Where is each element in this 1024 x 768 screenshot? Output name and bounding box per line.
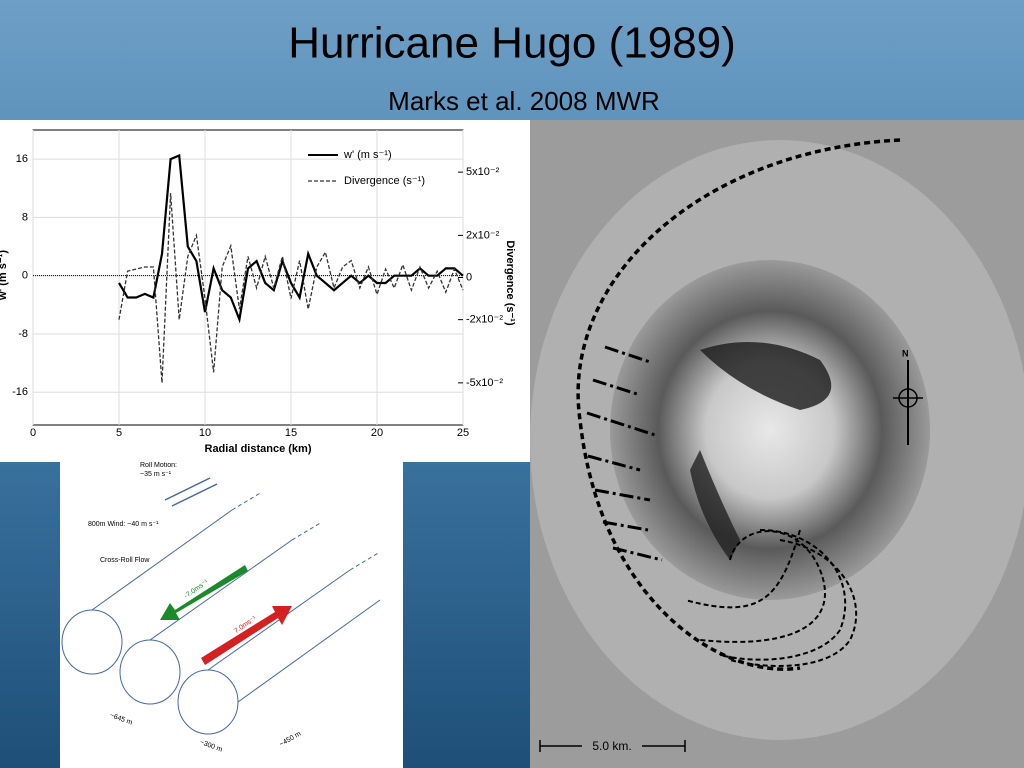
y2-tick-label: -5x10⁻² — [466, 377, 503, 389]
x-tick-label: 5 — [116, 427, 122, 439]
roll-diagram: Roll Motion: ~35 m s⁻¹ 800m Wind: ~40 m … — [60, 462, 403, 768]
roll-motion-label: Roll Motion: — [140, 462, 177, 469]
y-tick-label: -8 — [18, 328, 28, 340]
y2-axis-label: Divergence (s⁻¹) — [504, 240, 516, 326]
y-tick-label: -16 — [12, 386, 28, 398]
hurricane-photo: N 5.0 km. — [530, 120, 1024, 768]
legend-label: w' (m s⁻¹) — [343, 149, 392, 161]
x-tick-label: 25 — [457, 427, 469, 439]
x-tick-label: 15 — [285, 427, 297, 439]
north-label: N — [902, 348, 909, 358]
y-axis-label: w' (m s⁻¹) — [0, 250, 9, 301]
roll-speed-label: ~35 m s⁻¹ — [140, 471, 172, 478]
data-line — [118, 153, 464, 324]
scale-label: 5.0 km. — [592, 739, 631, 753]
x-tick-label: 10 — [199, 427, 211, 439]
x-axis-label: Radial distance (km) — [205, 443, 312, 455]
y-tick-label: 0 — [22, 270, 28, 282]
chart: Radial distance (km) w' (m s⁻¹) Divergen… — [0, 120, 530, 462]
x-tick-label: 0 — [30, 427, 36, 439]
data-line — [118, 193, 464, 383]
x-tick-label: 20 — [371, 427, 383, 439]
wind-label: 800m Wind: ~40 m s⁻¹ — [88, 521, 159, 528]
y2-tick-label: 0 — [466, 271, 472, 283]
slide-title: Hurricane Hugo (1989) — [288, 19, 736, 68]
y2-tick-label: 5x10⁻² — [466, 166, 500, 178]
cross-roll-label: Cross-Roll Flow — [100, 557, 150, 564]
y-tick-label: 8 — [22, 211, 28, 223]
y2-tick-label: 2x10⁻² — [466, 229, 500, 241]
legend-label: Divergence (s⁻¹) — [344, 175, 425, 187]
slide-subtitle: Marks et al. 2008 MWR — [388, 86, 660, 116]
y-tick-label: 16 — [16, 153, 28, 165]
y2-tick-label: -2x10⁻² — [466, 314, 503, 326]
